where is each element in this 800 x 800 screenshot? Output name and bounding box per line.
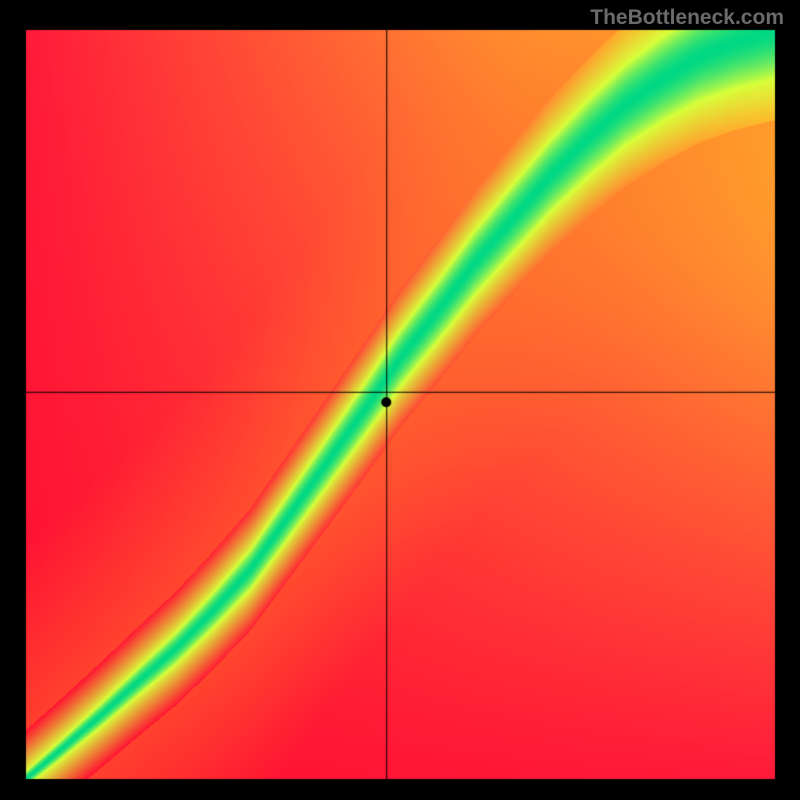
heatmap-canvas <box>0 0 800 800</box>
chart-container: TheBottleneck.com <box>0 0 800 800</box>
watermark-text: TheBottleneck.com <box>590 6 784 30</box>
